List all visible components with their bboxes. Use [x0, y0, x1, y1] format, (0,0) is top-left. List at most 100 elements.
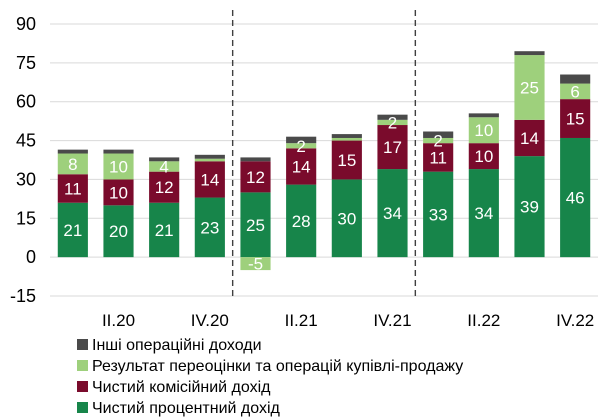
- bar-segment: [57, 174, 88, 203]
- y-tick-label: 75: [16, 53, 36, 73]
- bar-segment: [103, 149, 134, 154]
- bar-segment: [240, 161, 271, 193]
- bar-segment: [514, 51, 545, 56]
- data-label: -5: [248, 255, 263, 274]
- bar-segment: [423, 171, 454, 258]
- bar-segment: [103, 205, 134, 258]
- x-tick-label: II.22: [467, 311, 500, 330]
- y-tick-label: -15: [10, 286, 36, 306]
- bar-segment: [423, 137, 454, 144]
- x-tick-label: IV.22: [556, 311, 594, 330]
- data-label: 6: [570, 82, 579, 101]
- bar-segment: [560, 137, 591, 258]
- y-tick-label: 15: [16, 208, 36, 228]
- bar-segment: [103, 179, 134, 206]
- bar-segment: [468, 143, 499, 170]
- data-label: 10: [474, 121, 493, 140]
- bar-segment: [240, 192, 271, 258]
- data-label: 2: [296, 137, 305, 156]
- bar-segment: [149, 157, 180, 162]
- bar-segment: [149, 161, 180, 172]
- bar-segment: [377, 119, 408, 126]
- x-tick-label: II.21: [285, 311, 318, 330]
- data-label: 12: [246, 168, 265, 187]
- bar-segment: [377, 114, 408, 120]
- data-label: 34: [474, 204, 493, 223]
- bar-segment: [560, 74, 591, 84]
- bars: [57, 51, 591, 271]
- data-label: 10: [474, 147, 493, 166]
- bar-segment: [103, 153, 134, 180]
- year-separators: [231, 10, 417, 296]
- bar-segment: [194, 154, 225, 159]
- x-tick-label: II.20: [102, 311, 135, 330]
- data-label: 20: [109, 222, 128, 241]
- bar-segment: [560, 99, 591, 138]
- data-label: 15: [337, 151, 356, 170]
- bar-segment: [514, 119, 545, 157]
- data-label: 12: [155, 178, 174, 197]
- bar-segment: [194, 158, 225, 162]
- data-label: 25: [520, 78, 539, 97]
- x-tick-label: IV.21: [373, 311, 411, 330]
- y-tick-label: 90: [16, 14, 36, 34]
- bar-segment: [377, 125, 408, 170]
- bar-segment: [286, 184, 317, 258]
- data-label: 46: [566, 189, 585, 208]
- x-axis-ticks: II.20 IV.20 II.21 IV.21 II.22 IV.22: [102, 311, 594, 330]
- bar-segment: [514, 55, 545, 120]
- bar-segment: [423, 131, 454, 138]
- data-labels: 211182010102112423142512-528142301534172…: [63, 78, 584, 273]
- data-label: 33: [429, 205, 448, 224]
- bar-segment: [331, 137, 362, 141]
- bar-segment: [468, 117, 499, 144]
- data-label: 4: [159, 157, 168, 176]
- data-label: 14: [520, 129, 539, 148]
- y-tick-label: 30: [16, 169, 36, 189]
- bar-segment: [468, 169, 499, 258]
- legend-label: Чистий комісійний дохід: [92, 379, 271, 396]
- x-tick-label: IV.20: [191, 311, 229, 330]
- data-label: 23: [200, 218, 219, 237]
- data-label: 14: [292, 157, 311, 176]
- data-label: 17: [383, 138, 402, 157]
- data-label: 11: [429, 148, 447, 167]
- data-label: 21: [155, 221, 174, 240]
- data-label: 11: [64, 179, 82, 198]
- legend-swatch: [77, 381, 88, 392]
- bar-segment: [377, 169, 408, 258]
- bar-segment: [194, 197, 225, 258]
- data-label: 15: [566, 110, 585, 129]
- data-label: 21: [63, 221, 82, 240]
- bar-segment: [331, 179, 362, 258]
- data-label: 14: [200, 170, 219, 189]
- bar-segment: [240, 157, 271, 162]
- data-label: 34: [383, 204, 402, 223]
- legend-label: Інші операційні доходи: [92, 337, 262, 354]
- bar-segment: [331, 140, 362, 180]
- data-label: 10: [109, 157, 128, 176]
- bar-segment: [286, 143, 317, 149]
- bar-segment: [286, 136, 317, 144]
- data-label: 30: [337, 209, 356, 228]
- legend-label: Чистий процентний дохід: [92, 400, 281, 417]
- bar-segment: [149, 202, 180, 258]
- bar-segment: [423, 143, 454, 172]
- data-label: 25: [246, 216, 265, 235]
- bar-segment: [240, 257, 271, 271]
- y-gridlines: [50, 23, 598, 297]
- bar-segment: [149, 171, 180, 203]
- legend-swatch: [77, 360, 88, 371]
- bar-segment: [57, 153, 88, 175]
- bar-segment: [194, 161, 225, 198]
- data-label: 2: [388, 113, 397, 132]
- y-axis-ticks: -15 0 15 30 45 60 75 90: [10, 14, 36, 306]
- data-label: 39: [520, 198, 539, 217]
- data-label: 8: [68, 155, 77, 174]
- data-label: 28: [292, 212, 311, 231]
- bar-segment: [331, 134, 362, 138]
- legend-swatch: [77, 402, 88, 413]
- data-label: 2: [433, 132, 442, 151]
- legend: Інші операційні доходи Результат переоцін…: [77, 337, 463, 417]
